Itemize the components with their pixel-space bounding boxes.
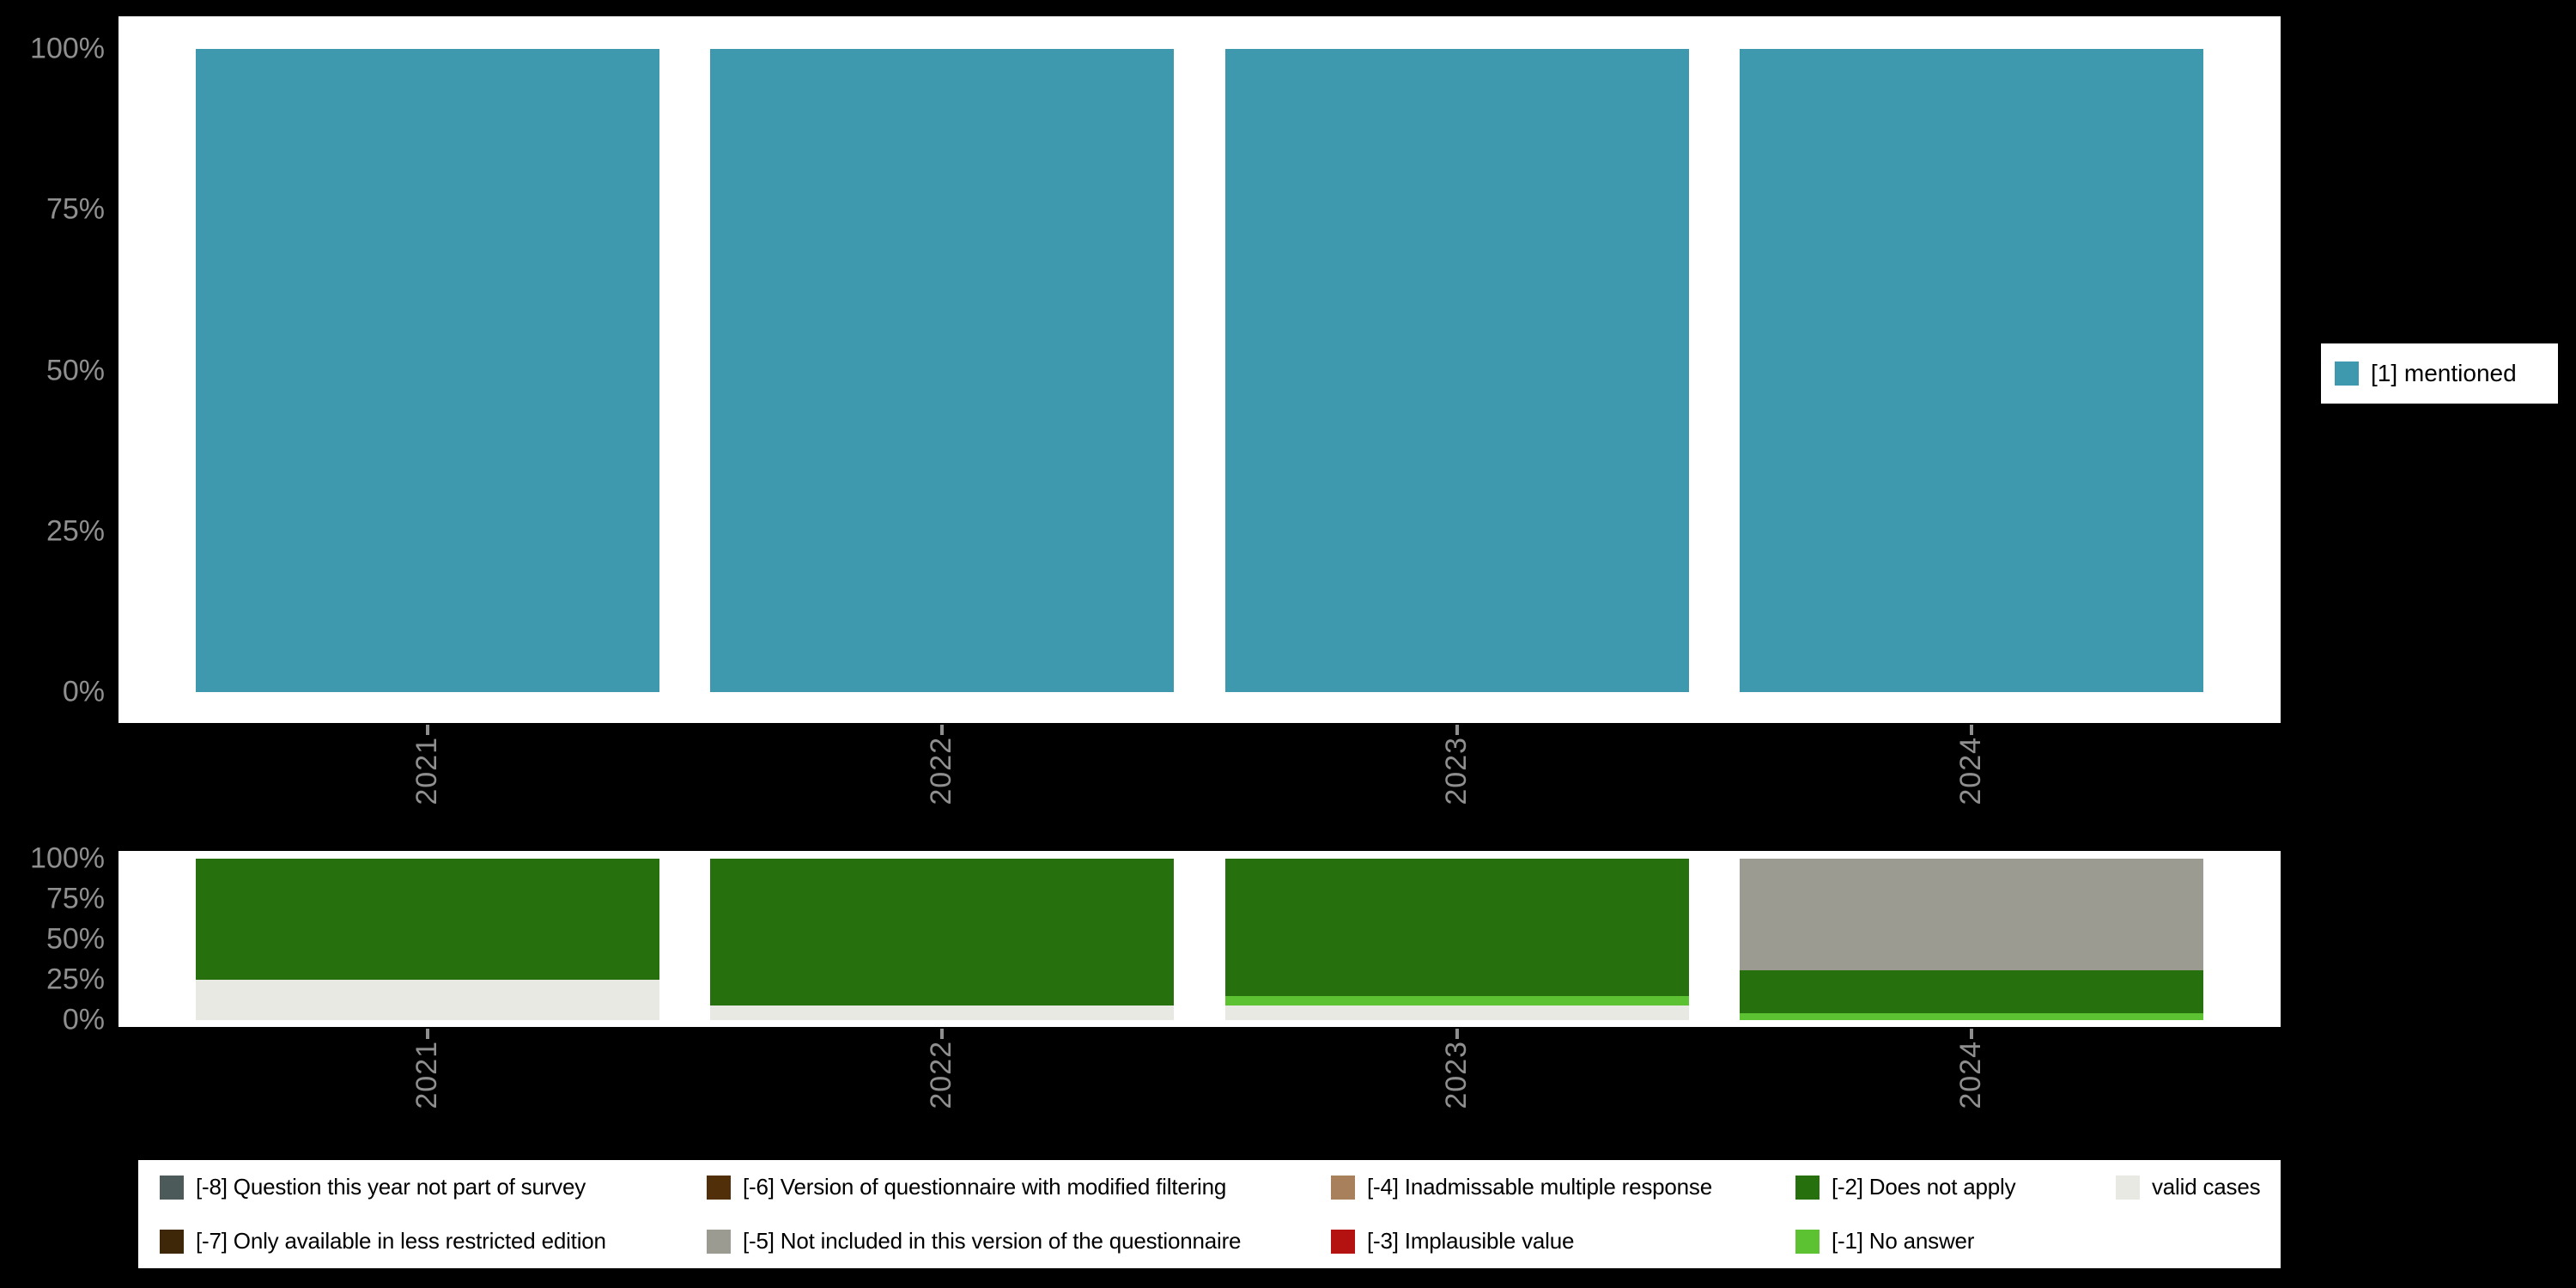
x-axis-label: 2024 bbox=[1954, 737, 1987, 805]
legend-item: [-5] Not included in this version of the… bbox=[707, 1228, 1331, 1255]
legend-swatch bbox=[1331, 1175, 1355, 1200]
missing-values-legend: [-8] Question this year not part of surv… bbox=[138, 1160, 2281, 1268]
y-axis-label: 75% bbox=[46, 882, 105, 915]
legend-label: valid cases bbox=[2152, 1174, 2261, 1200]
y-axis-label: 50% bbox=[46, 354, 105, 386]
x-axis-label: 2021 bbox=[410, 737, 443, 805]
x-axis-tick bbox=[1970, 1029, 1973, 1039]
x-axis-label: 2022 bbox=[925, 737, 957, 805]
y-axis-label: 0% bbox=[62, 675, 105, 708]
x-axis-tick bbox=[940, 725, 944, 735]
legend-swatch bbox=[707, 1229, 731, 1254]
x-axis-label: 2024 bbox=[1954, 1041, 1987, 1109]
x-axis-tick bbox=[426, 1029, 429, 1039]
y-axis-label: 25% bbox=[46, 963, 105, 996]
legend-swatch bbox=[707, 1175, 731, 1200]
missing-values-chart-panel bbox=[118, 851, 2281, 1027]
x-axis-tick bbox=[1970, 725, 1973, 735]
legend-swatch bbox=[1331, 1229, 1355, 1254]
legend-item: [-8] Question this year not part of surv… bbox=[160, 1174, 707, 1200]
legend-swatch bbox=[2116, 1175, 2140, 1200]
y-axis-label: 100% bbox=[30, 32, 105, 65]
legend-label: [-1] No answer bbox=[1832, 1228, 1975, 1254]
x-axis-label: 2023 bbox=[1440, 1041, 1473, 1109]
legend-label: [-4] Inadmissable multiple response bbox=[1367, 1174, 1712, 1200]
legend-label: [-3] Implausible value bbox=[1367, 1228, 1575, 1254]
y-axis-label: 25% bbox=[46, 514, 105, 548]
legend-label: [-5] Not included in this version of the… bbox=[743, 1228, 1242, 1254]
legend-swatch bbox=[160, 1175, 184, 1200]
legend-item: [-6] Version of questionnaire with modif… bbox=[707, 1174, 1331, 1200]
legend-label: [-6] Version of questionnaire with modif… bbox=[743, 1174, 1227, 1200]
x-axis-label: 2023 bbox=[1440, 737, 1473, 805]
legend-item: [-1] No answer bbox=[1795, 1228, 2116, 1255]
x-axis-tick bbox=[426, 725, 429, 735]
legend-label: [-8] Question this year not part of surv… bbox=[196, 1174, 586, 1200]
y-axis-label: 100% bbox=[30, 841, 105, 875]
frequency-chart-legend: [1] mentioned bbox=[2321, 343, 2558, 404]
legend-item: [-4] Inadmissable multiple response bbox=[1331, 1174, 1795, 1200]
legend-label-mentioned: [1] mentioned bbox=[2371, 360, 2517, 386]
legend-label: [-2] Does not apply bbox=[1832, 1174, 2016, 1200]
legend-swatch bbox=[1795, 1175, 1820, 1200]
legend-item: valid cases bbox=[2116, 1174, 2281, 1200]
legend-item: [-3] Implausible value bbox=[1331, 1228, 1795, 1255]
legend-swatch-mentioned bbox=[2335, 361, 2359, 386]
x-axis-label: 2022 bbox=[925, 1041, 957, 1109]
y-axis-label: 0% bbox=[62, 1003, 105, 1036]
x-axis-tick bbox=[1455, 725, 1459, 735]
x-axis-tick bbox=[940, 1029, 944, 1039]
legend-item: [-7] Only available in less restricted e… bbox=[160, 1228, 707, 1255]
legend-item: [-2] Does not apply bbox=[1795, 1174, 2116, 1200]
legend-swatch bbox=[160, 1229, 184, 1254]
x-axis-label: 2021 bbox=[410, 1041, 443, 1109]
frequency-chart-panel bbox=[118, 16, 2281, 723]
legend-swatch bbox=[1795, 1229, 1820, 1254]
x-axis-tick bbox=[1455, 1029, 1459, 1039]
y-axis-label: 75% bbox=[46, 192, 105, 226]
y-axis-label: 50% bbox=[46, 922, 105, 956]
legend-label: [-7] Only available in less restricted e… bbox=[196, 1228, 606, 1254]
